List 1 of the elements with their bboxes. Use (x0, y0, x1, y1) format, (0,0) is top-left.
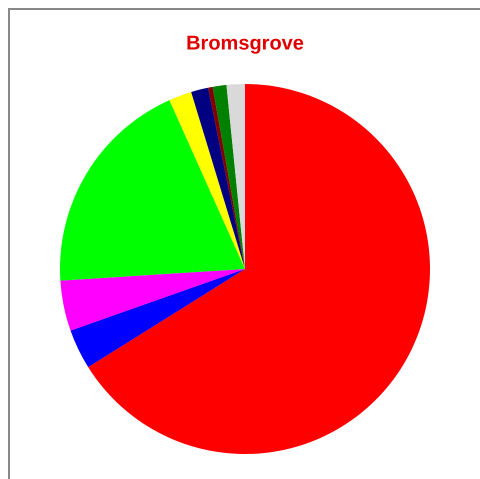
chart-title: Bromsgrove (186, 32, 304, 55)
